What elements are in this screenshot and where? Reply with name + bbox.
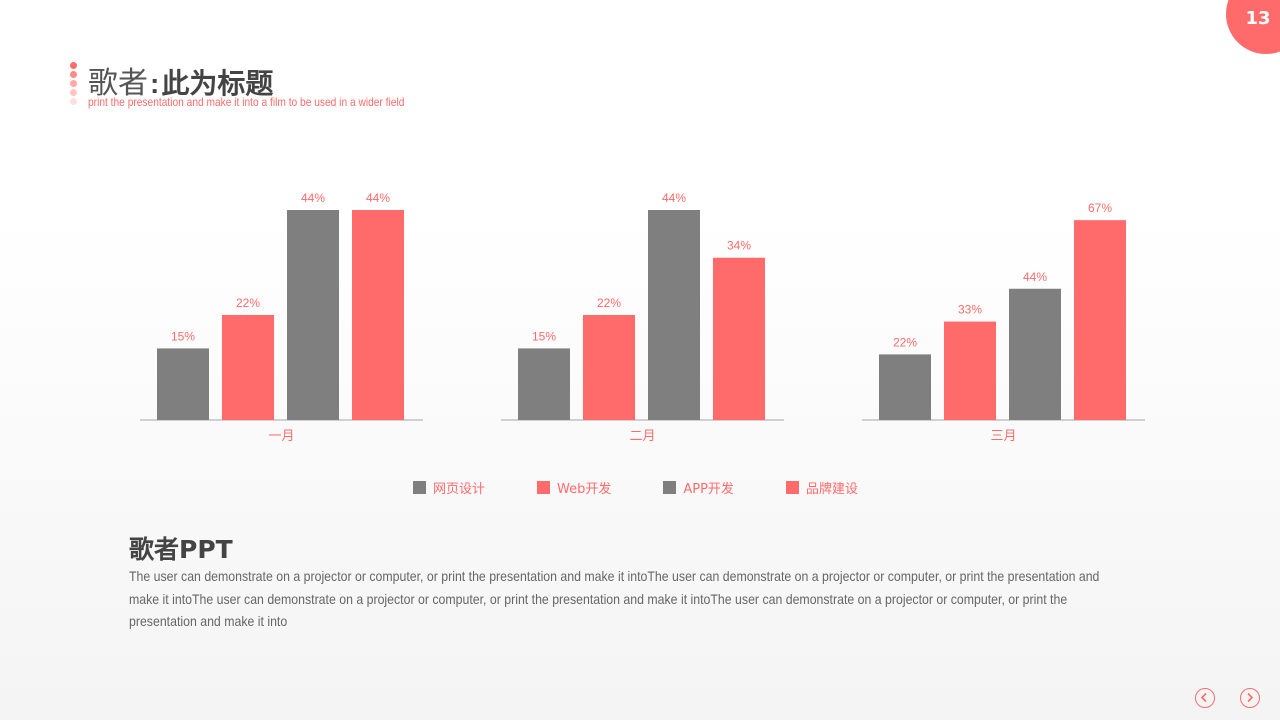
category-label: 一月 [268,429,294,444]
bar [583,315,635,420]
bar [648,210,700,420]
legend-swatch [785,481,799,494]
legend-item-app-dev: APP开发 [663,478,734,497]
title-main: 此为标题 [161,67,274,100]
bar [944,321,996,420]
data-label: 44% [301,191,325,205]
data-label: 33% [958,303,982,317]
chart-legend: 网页设计 Web开发 APP开发 品牌建设 [413,478,910,497]
data-label: 15% [171,329,195,343]
data-label: 22% [597,296,621,310]
category-label: 二月 [629,429,655,444]
legend-item-brand: 品牌建设 [785,478,858,497]
slide-title: 歌者:此为标题 [88,58,273,102]
title-dots-decoration [70,62,78,107]
slide-subtitle: print the presentation and make it into … [88,95,405,109]
bar [157,348,209,420]
legend-item-web-dev: Web开发 [537,478,611,497]
body-title: 歌者PPT [129,535,233,564]
title-singer: 歌者 [88,66,148,101]
bar-chart: 一月 15% 22% 44% 44% 二月 15% 22% 44% 34% 三月 22% 33% 44% 6… [140,191,1145,444]
data-label: 22% [893,335,917,349]
bar [1009,288,1061,420]
body-text: The user can demonstrate on a projector … [129,568,1100,629]
data-label: 15% [532,329,556,343]
chevron-left-icon [1200,692,1207,703]
data-label: 67% [1088,201,1112,215]
bar [713,257,765,420]
bar [352,210,404,420]
data-label: 22% [236,296,260,310]
bar [222,315,274,420]
legend-label: APP开发 [683,482,734,497]
legend-label: 网页设计 [433,482,486,497]
data-label: 44% [1023,270,1047,284]
legend-swatch [663,481,677,494]
bar [879,354,931,420]
prev-slide-button[interactable] [1195,688,1215,708]
bar [1074,220,1126,420]
bar [287,210,339,420]
title-colon: : [150,68,160,99]
next-slide-button[interactable] [1240,688,1260,708]
data-label: 34% [727,239,751,253]
bar [518,348,570,420]
legend-swatch [413,481,426,494]
legend-swatch [537,481,551,494]
data-label: 44% [662,191,686,205]
data-label: 44% [366,191,390,205]
chevron-right-icon [1247,692,1254,703]
category-label: 三月 [990,429,1016,444]
legend-label: 品牌建设 [805,482,858,497]
legend-label: Web开发 [557,482,612,497]
legend-item-web-design: 网页设计 [413,478,485,497]
page-number: 13 [1245,8,1271,29]
